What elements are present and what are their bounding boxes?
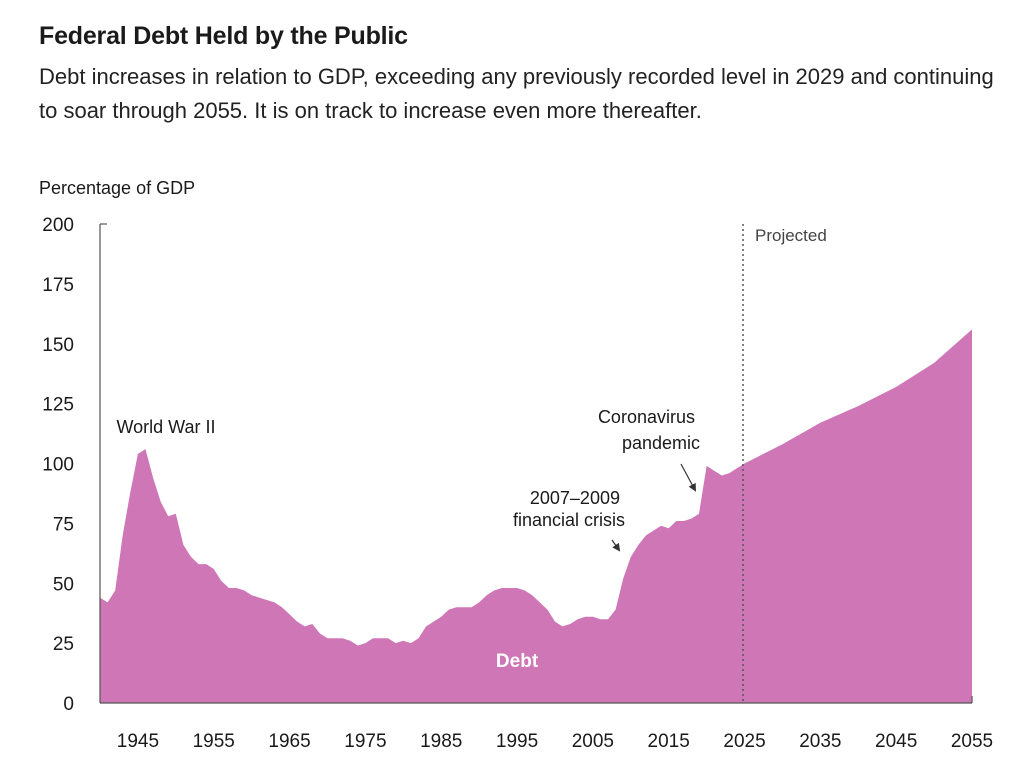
y-tick-label: 25 — [53, 634, 74, 655]
annotation-coronavirus-line-1: Coronavirus — [598, 407, 695, 427]
y-tick-label: 200 — [42, 215, 74, 236]
x-tick-label: 2045 — [875, 731, 917, 752]
x-tick-label: 1945 — [117, 731, 159, 752]
x-tick-label: 1975 — [344, 731, 386, 752]
annotation-ww2: World War II — [116, 417, 215, 437]
annotation-financial-crisis-line-2: financial crisis — [513, 510, 625, 530]
y-tick-label: 50 — [53, 574, 74, 595]
x-axis: 1945 1955 1965 1975 1985 1995 2005 2015 2025 2035… — [117, 731, 993, 752]
projection-label: Projected — [755, 226, 827, 245]
x-tick-label: 2005 — [572, 731, 614, 752]
y-axis: 0 25 50 75 100 125 150 175 200 — [42, 215, 74, 715]
x-tick-label: 2015 — [648, 731, 690, 752]
debt-area — [100, 329, 972, 703]
debt-area-layer — [100, 329, 972, 703]
chart-title: Federal Debt Held by the Public — [39, 22, 408, 50]
annotation-ww2-line: World War II — [116, 417, 215, 437]
annotation-coronavirus-line-2: pandemic — [622, 433, 700, 453]
annotation-financial-crisis: 2007–2009 financial crisis — [513, 488, 625, 530]
annotation-coronavirus-arrow — [680, 463, 696, 492]
annotation-financial-crisis-arrow — [611, 539, 621, 552]
x-tick-label: 2055 — [951, 731, 993, 752]
y-tick-label: 125 — [42, 395, 74, 416]
x-tick-label: 1985 — [420, 731, 462, 752]
annotation-coronavirus: Coronavirus pandemic — [598, 407, 700, 453]
annotation-financial-crisis-line-1: 2007–2009 — [530, 488, 620, 508]
y-tick-label: 150 — [42, 335, 74, 356]
axes — [99, 223, 973, 704]
x-tick-label: 2035 — [799, 731, 841, 752]
x-tick-label: 1965 — [268, 731, 310, 752]
y-tick-label: 75 — [53, 514, 74, 535]
y-tick-label: 0 — [63, 694, 74, 715]
projection-group: Projected — [742, 224, 827, 703]
y-tick-label: 175 — [42, 275, 74, 296]
debt-series-label: Debt — [496, 651, 539, 672]
annotations: World War II Coronavirus pandemic 2007–2… — [116, 407, 700, 552]
x-tick-label: 1955 — [193, 731, 235, 752]
x-tick-label: 2025 — [723, 731, 765, 752]
chart-subtitle: Debt increases in relation to GDP, excee… — [39, 64, 994, 123]
y-axis-label: Percentage of GDP — [39, 178, 195, 198]
y-tick-label: 100 — [42, 455, 74, 476]
x-tick-label: 1995 — [496, 731, 538, 752]
